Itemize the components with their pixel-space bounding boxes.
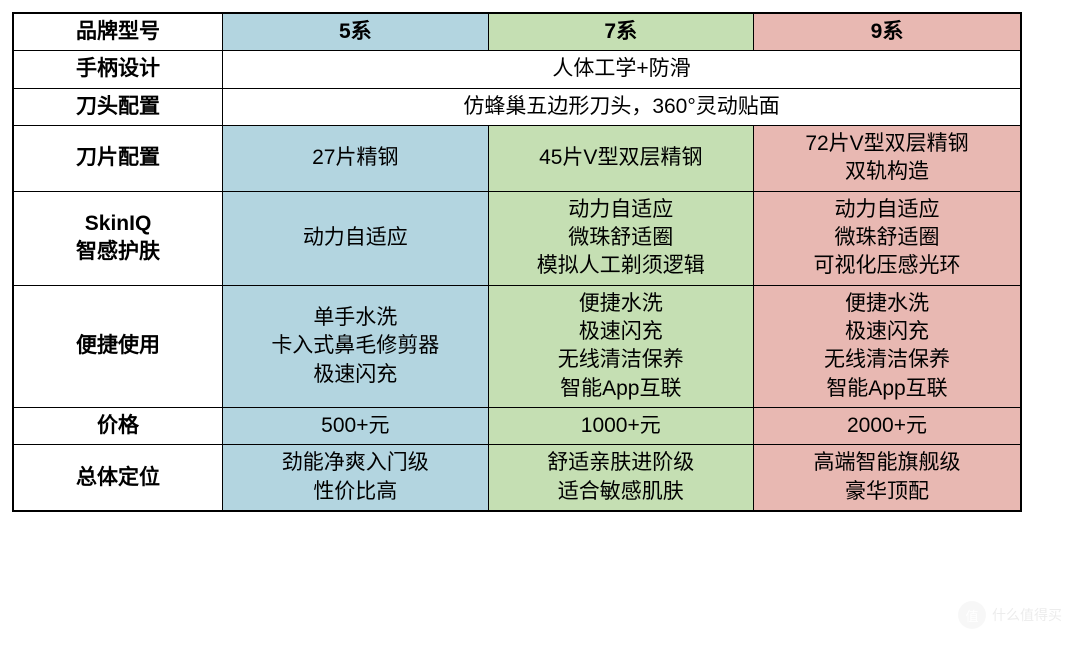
cell-skiniq-9: 动力自适应微珠舒适圈可视化压感光环 <box>754 191 1022 285</box>
header-7series: 7系 <box>488 13 753 51</box>
watermark-badge-icon: 值 <box>958 601 986 629</box>
cell-skiniq-5: 动力自适应 <box>223 191 488 285</box>
row-label-skiniq: SkinIQ智感护肤 <box>13 191 223 285</box>
cell-blade-5: 27片精钢 <box>223 126 488 192</box>
table-header-row: 品牌型号 5系 7系 9系 <box>13 13 1021 51</box>
row-label-convenience: 便捷使用 <box>13 285 223 407</box>
table-row: 价格 500+元 1000+元 2000+元 <box>13 408 1021 445</box>
header-5series: 5系 <box>223 13 488 51</box>
cell-convenience-9: 便捷水洗极速闪充无线清洁保养智能App互联 <box>754 285 1022 407</box>
cell-price-9: 2000+元 <box>754 408 1022 445</box>
cell-positioning-7: 舒适亲肤进阶级适合敏感肌肤 <box>488 445 753 511</box>
merged-cell-head: 仿蜂巢五边形刀头，360°灵动贴面 <box>223 88 1021 125</box>
table-row: 手柄设计 人体工学+防滑 <box>13 51 1021 88</box>
cell-blade-9: 72片V型双层精钢双轨构造 <box>754 126 1022 192</box>
cell-positioning-9: 高端智能旗舰级豪华顶配 <box>754 445 1022 511</box>
cell-convenience-7: 便捷水洗极速闪充无线清洁保养智能App互联 <box>488 285 753 407</box>
cell-price-5: 500+元 <box>223 408 488 445</box>
merged-cell-handle: 人体工学+防滑 <box>223 51 1021 88</box>
header-label: 品牌型号 <box>13 13 223 51</box>
table-row: SkinIQ智感护肤 动力自适应 动力自适应微珠舒适圈模拟人工剃须逻辑 动力自适… <box>13 191 1021 285</box>
watermark-text: 什么值得买 <box>992 605 1062 625</box>
row-label-head: 刀头配置 <box>13 88 223 125</box>
cell-convenience-5: 单手水洗卡入式鼻毛修剪器极速闪充 <box>223 285 488 407</box>
cell-blade-7: 45片V型双层精钢 <box>488 126 753 192</box>
row-label-price: 价格 <box>13 408 223 445</box>
cell-skiniq-7: 动力自适应微珠舒适圈模拟人工剃须逻辑 <box>488 191 753 285</box>
header-9series: 9系 <box>754 13 1022 51</box>
table-row: 便捷使用 单手水洗卡入式鼻毛修剪器极速闪充 便捷水洗极速闪充无线清洁保养智能Ap… <box>13 285 1021 407</box>
cell-positioning-5: 劲能净爽入门级性价比高 <box>223 445 488 511</box>
table-row: 刀头配置 仿蜂巢五边形刀头，360°灵动贴面 <box>13 88 1021 125</box>
row-label-positioning: 总体定位 <box>13 445 223 511</box>
table-row: 刀片配置 27片精钢 45片V型双层精钢 72片V型双层精钢双轨构造 <box>13 126 1021 192</box>
cell-price-7: 1000+元 <box>488 408 753 445</box>
table-row: 总体定位 劲能净爽入门级性价比高 舒适亲肤进阶级适合敏感肌肤 高端智能旗舰级豪华… <box>13 445 1021 511</box>
watermark: 值 什么值得买 <box>958 601 1062 629</box>
comparison-table: 品牌型号 5系 7系 9系 手柄设计 人体工学+防滑 刀头配置 仿蜂巢五边形刀头… <box>12 12 1022 512</box>
row-label-handle: 手柄设计 <box>13 51 223 88</box>
row-label-blade: 刀片配置 <box>13 126 223 192</box>
